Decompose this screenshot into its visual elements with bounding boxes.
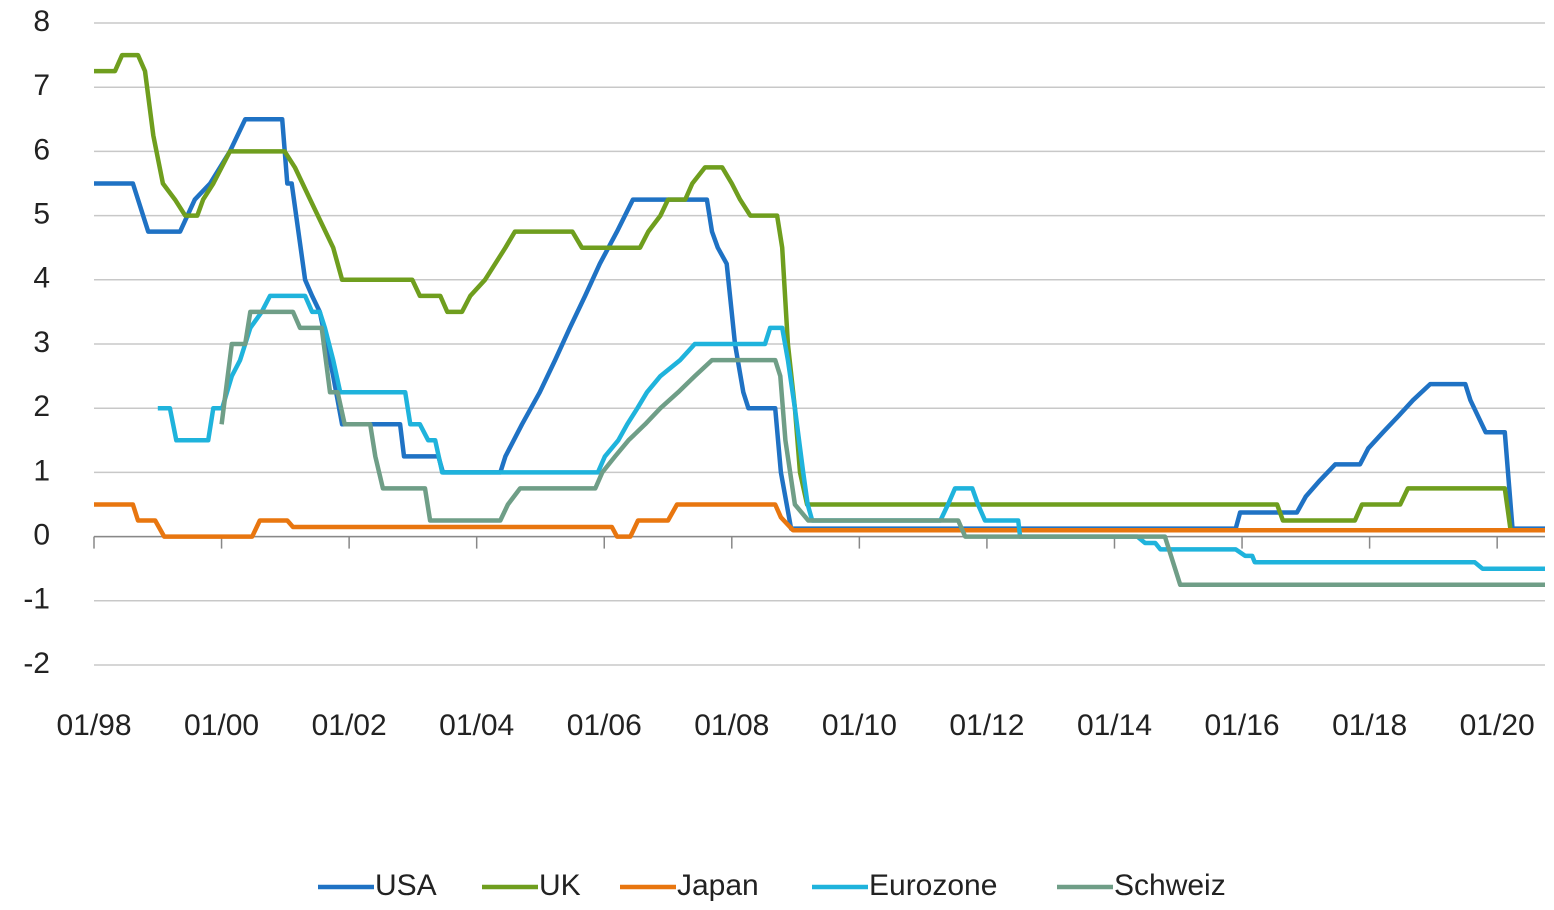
y-tick-label: 5: [33, 198, 50, 231]
y-tick-label: 2: [33, 390, 50, 423]
legend-label: Schweiz: [1114, 869, 1226, 902]
x-tick-label: 01/20: [1460, 709, 1535, 742]
legend-label: UK: [539, 869, 581, 902]
y-tick-label: -1: [23, 583, 50, 616]
x-tick-label: 01/10: [822, 709, 897, 742]
x-tick-label: 01/18: [1332, 709, 1407, 742]
y-tick-label: 7: [33, 69, 50, 102]
y-tick-label: 0: [33, 519, 50, 552]
series-line: [94, 117, 1545, 531]
series-line: [219, 309, 1545, 588]
y-tick-label: 4: [33, 262, 50, 295]
x-tick-label: 01/04: [439, 709, 514, 742]
series-line: [94, 502, 1545, 539]
x-tick-label: 01/16: [1205, 709, 1280, 742]
x-tick-label: 01/02: [312, 709, 387, 742]
legend-label: USA: [375, 869, 437, 902]
legend-label: Japan: [677, 869, 759, 902]
x-tick-label: 01/98: [56, 709, 131, 742]
legend-label: Eurozone: [869, 869, 997, 902]
y-tick-label: -2: [23, 647, 50, 680]
x-tick-label: 01/06: [567, 709, 642, 742]
y-tick-label: 3: [33, 326, 50, 359]
x-tick-label: 01/08: [694, 709, 769, 742]
y-tick-label: 8: [33, 5, 50, 38]
x-tick-label: 01/00: [184, 709, 259, 742]
y-tick-label: 1: [33, 454, 50, 487]
x-tick-label: 01/14: [1077, 709, 1152, 742]
x-tick-label: 01/12: [949, 709, 1024, 742]
y-tick-label: 6: [33, 133, 50, 166]
